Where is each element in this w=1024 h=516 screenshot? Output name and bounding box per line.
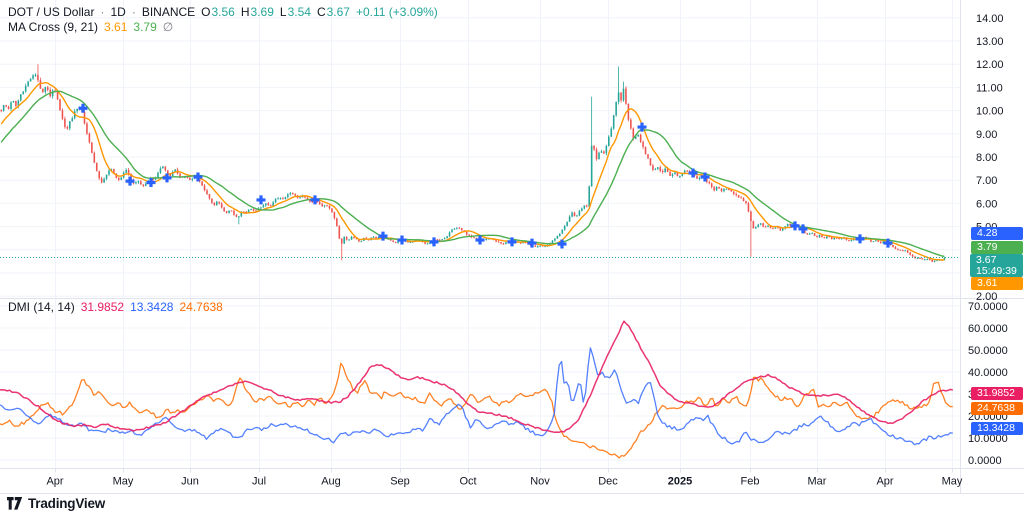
time-axis-tick: Sep [390, 476, 410, 488]
interval-label: 1D [110, 5, 126, 19]
dmi-axis-tick: 60.0000 [968, 323, 1008, 335]
dmi-legend[interactable]: DMI (14, 14) 31.9852 13.3428 24.7638 [8, 300, 223, 314]
dmi-title: DMI (14, 14) [8, 300, 75, 314]
minus-di-value-label: 24.7638 [971, 402, 1023, 415]
dmi-axis-tick: 50.0000 [968, 345, 1008, 357]
time-axis-tick: Feb [741, 476, 760, 488]
tradingview-logo-text: TradingView [28, 496, 106, 511]
price-axis-tick: 2.00 [976, 291, 997, 303]
tradingview-logo[interactable]: TradingView [7, 496, 105, 511]
ma-fast-value: 3.61 [104, 20, 128, 34]
dmi-plus-di-value: 13.3428 [130, 300, 174, 314]
time-axis-tick: Apr [876, 476, 893, 488]
dmi-axis-tick: 0.0000 [968, 455, 1002, 467]
price-axis-tick: 7.00 [976, 175, 997, 187]
tradingview-logo-icon [7, 496, 23, 510]
legend-separator: · [100, 5, 105, 19]
price-axis-tick: 8.00 [976, 152, 997, 164]
exchange-label: BINANCE [141, 5, 196, 19]
plus-di-value-label: 13.3428 [971, 421, 1023, 435]
last-price-value: 3.67 [976, 253, 997, 266]
symbol-name: DOT / US Dollar [8, 5, 95, 19]
time-axis-tick: May [942, 476, 963, 488]
dmi-axis-tick: 40.0000 [968, 367, 1008, 379]
price-axis-tick: 10.00 [976, 106, 1004, 118]
price-axis-tick: 9.00 [976, 129, 997, 141]
price-axis-tick: 11.00 [976, 82, 1003, 94]
dmi-axis-tick: 70.0000 [968, 301, 1008, 313]
price-axis-tick: 13.00 [976, 36, 1004, 48]
last-price-label: 3.67 15:49:39 [970, 253, 1023, 277]
ma-cross-legend[interactable]: MA Cross (9, 21) 3.61 3.79 ∅ [8, 20, 173, 34]
adx-value-label: 31.9852 [971, 386, 1023, 400]
time-axis-tick: Aug [321, 476, 341, 488]
ohlc-close: C 3.67 [316, 5, 350, 19]
time-axis-tick: Dec [598, 476, 618, 488]
time-axis-tick: May [113, 476, 134, 488]
price-axis-tick: 14.00 [976, 13, 1004, 25]
legend-separator-2: · [131, 5, 136, 19]
symbol-legend[interactable]: DOT / US Dollar · 1D · BINANCE O 3.56 H 3.… [8, 5, 438, 19]
last-cross-price-label: 4.28 [971, 227, 1023, 240]
time-axis-tick: Oct [459, 476, 476, 488]
time-axis-tick: Mar [808, 476, 827, 488]
price-axis-tick: 12.00 [976, 59, 1004, 71]
time-axis-tick: Nov [530, 476, 550, 488]
time-axis-tick: Jun [181, 476, 199, 488]
bar-countdown: 15:49:39 [976, 264, 1017, 277]
ohlc-high: H 3.69 [240, 5, 274, 19]
ma-fast-price-label: 3.61 [971, 276, 1023, 290]
time-axis-tick: Jul [252, 476, 266, 488]
dmi-axis-tick: 10.0000 [968, 433, 1008, 445]
time-axis-tick: 2025 [668, 476, 692, 488]
time-axis-tick: Apr [46, 476, 63, 488]
ma-slow-price-label: 3.79 [971, 240, 1023, 254]
dmi-minus-di-value: 24.7638 [179, 300, 223, 314]
ma-cross-title: MA Cross (9, 21) [8, 20, 99, 34]
ohlc-low: L 3.54 [279, 5, 311, 19]
price-axis-tick: 6.00 [976, 198, 997, 210]
ma-slow-value: 3.79 [133, 20, 157, 34]
ma-cross-current: ∅ [162, 20, 174, 34]
ohlc-open: O 3.56 [201, 5, 235, 19]
price-change: +0.11 (+3.09%) [355, 5, 438, 19]
dmi-adx-value: 31.9852 [80, 300, 125, 314]
